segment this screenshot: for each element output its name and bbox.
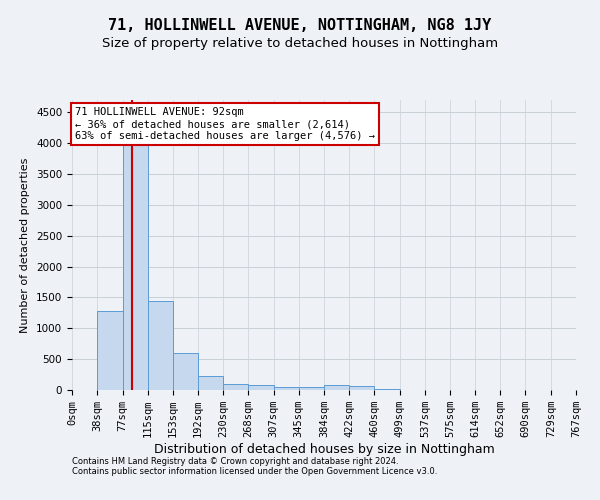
Bar	[223, 384, 248, 390]
Text: Contains HM Land Registry data © Crown copyright and database right 2024.: Contains HM Land Registry data © Crown c…	[72, 458, 398, 466]
Bar	[248, 386, 274, 390]
Bar	[198, 376, 223, 390]
Bar	[349, 386, 374, 390]
Bar	[122, 112, 148, 390]
Bar	[97, 311, 122, 390]
Text: Size of property relative to detached houses in Nottingham: Size of property relative to detached ho…	[102, 38, 498, 51]
Y-axis label: Number of detached properties: Number of detached properties	[20, 158, 31, 332]
Text: 71 HOLLINWELL AVENUE: 92sqm
← 36% of detached houses are smaller (2,614)
63% of : 71 HOLLINWELL AVENUE: 92sqm ← 36% of det…	[75, 108, 375, 140]
Text: Contains public sector information licensed under the Open Government Licence v3: Contains public sector information licen…	[72, 468, 437, 476]
Bar	[274, 386, 299, 390]
Text: 71, HOLLINWELL AVENUE, NOTTINGHAM, NG8 1JY: 71, HOLLINWELL AVENUE, NOTTINGHAM, NG8 1…	[109, 18, 491, 32]
Bar	[173, 353, 198, 390]
Bar	[325, 386, 349, 390]
Bar	[148, 300, 173, 390]
Bar	[299, 387, 325, 390]
X-axis label: Distribution of detached houses by size in Nottingham: Distribution of detached houses by size …	[154, 443, 494, 456]
